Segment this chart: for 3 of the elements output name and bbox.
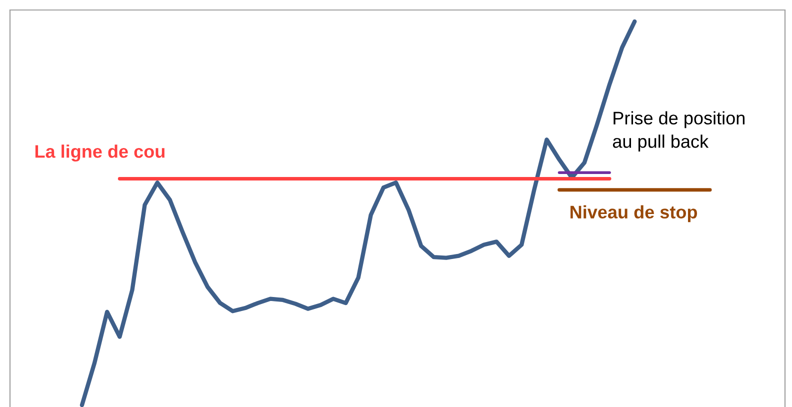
series-label: Niveau de stop <box>570 205 698 222</box>
series-label: La ligne de cou <box>35 144 164 162</box>
annotation: Prise de position au pull back <box>612 111 744 152</box>
